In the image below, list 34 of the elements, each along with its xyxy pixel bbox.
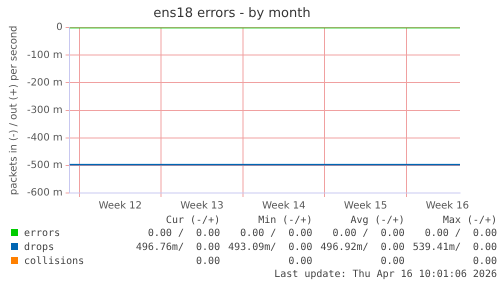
text: Max (-/+) <box>442 215 497 227</box>
text: Avg (-/+) <box>350 215 405 227</box>
y-axis-title: packets in (-) / out (+) per second <box>8 25 20 196</box>
legend-label: collisions <box>23 255 86 269</box>
y-tick-label: -500 m <box>26 160 63 172</box>
chart-title: ens18 errors - by month <box>153 6 311 22</box>
y-tick-label: -600 m <box>26 188 63 199</box>
y-tick-label: -100 m <box>26 50 63 61</box>
text: 496.92m/ 0.00 <box>319 241 405 255</box>
text: Cur (-/+) <box>164 215 220 227</box>
legend-label: drops <box>23 241 56 255</box>
text: 0.00 / 0.00 <box>239 227 312 241</box>
x-tick-label: Week 15 <box>344 200 388 212</box>
text: 539.41m/ 0.00 <box>412 241 497 255</box>
text: Last update: Thu Apr 16 10:01:06 2026 <box>273 269 497 281</box>
text: 0.00 / 0.00 <box>424 227 497 241</box>
text: 496.76m/ 0.00 <box>134 241 220 255</box>
x-tick-label: Week 13 <box>180 200 224 212</box>
y-tick-label: -400 m <box>26 132 63 144</box>
text: 0.00 <box>472 255 497 269</box>
legend-label: errors <box>23 227 62 241</box>
x-tick-label: Week 16 <box>426 200 469 212</box>
text: 0.00 <box>195 255 220 269</box>
y-tick-label: -200 m <box>26 77 63 88</box>
x-tick-label: Week 12 <box>98 200 142 212</box>
text: 0.00 <box>380 255 405 269</box>
text: Min (-/+) <box>257 215 312 227</box>
text: 493.09m/ 0.00 <box>227 241 312 255</box>
x-tick-label: Week 14 <box>262 200 306 212</box>
text: 0.00 <box>287 255 312 269</box>
text: 0.00 / 0.00 <box>331 227 405 241</box>
y-tick-label: -300 m <box>26 104 63 116</box>
y-tick-label: 0 <box>56 22 63 34</box>
text: 0.00 / 0.00 <box>146 227 220 241</box>
